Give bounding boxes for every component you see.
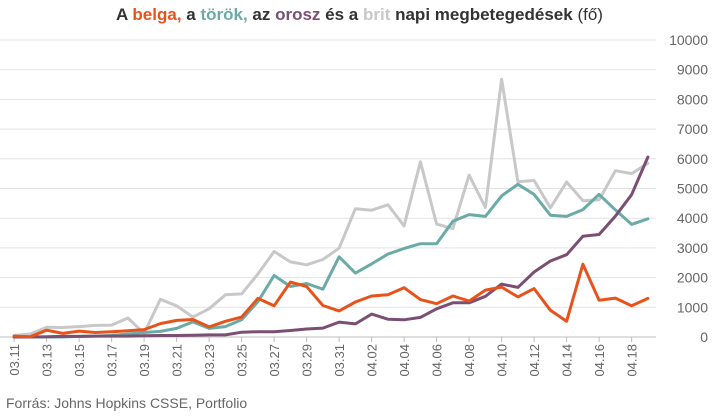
x-tick-label: 04.10: [495, 344, 510, 377]
x-tick-label: 04.16: [592, 344, 607, 377]
title-part: a: [181, 5, 201, 24]
x-tick-label: 04.02: [365, 344, 380, 377]
title-unit: (fő): [577, 5, 603, 24]
x-tick-label: 04.14: [560, 344, 575, 377]
y-tick-label: 8000: [677, 91, 708, 107]
chart-title: A belga, a török, az orosz és a brit nap…: [0, 5, 719, 25]
x-tick-label: 03.15: [72, 344, 87, 377]
x-tick-label: 03.11: [7, 344, 22, 376]
y-tick-label: 7000: [677, 121, 708, 137]
y-tick-label: 4000: [677, 210, 708, 226]
title-part: A: [116, 5, 133, 24]
x-tick-label: 03.21: [170, 344, 185, 377]
x-tick-label: 03.17: [105, 344, 120, 377]
source-note: Forrás: Johns Hopkins CSSE, Portfolio: [6, 395, 248, 411]
x-axis-ticks: 03.11 03.13 03.15 03.17 03.19 03.21 03.23 03.25…: [7, 337, 640, 377]
x-tick-label: 03.29: [300, 344, 315, 377]
series-line-brit: [12, 77, 650, 337]
title-series-brit: brit: [362, 5, 391, 24]
y-tick-label: 0: [700, 329, 708, 345]
grid-lines: [0, 39, 656, 338]
y-tick-label: 6000: [677, 151, 708, 167]
x-tick-label: 04.04: [397, 344, 412, 377]
series-line-belga: [12, 262, 650, 339]
series-line-orosz: [12, 155, 650, 339]
title-series-belga: belga,: [132, 5, 182, 24]
x-tick-label: 03.31: [332, 344, 347, 377]
series-lines: [12, 77, 650, 339]
y-tick-label: 3000: [677, 240, 708, 256]
y-tick-label: 1000: [677, 299, 708, 315]
title-part: napi megbetegedések: [390, 5, 578, 24]
x-tick-label: 03.27: [267, 344, 282, 377]
title-part: az: [247, 5, 276, 24]
y-axis-ticks: 0 1000 2000 3000 4000 5000 6000 7000 8000 9000 100…: [669, 32, 708, 345]
x-tick-label: 03.23: [202, 344, 217, 377]
title-series-orosz: orosz: [275, 5, 321, 24]
x-tick-label: 03.13: [40, 344, 55, 377]
x-tick-label: 03.25: [235, 344, 250, 377]
y-tick-label: 10000: [669, 32, 708, 48]
x-tick-label: 04.12: [527, 344, 542, 377]
x-tick-label: 04.18: [625, 344, 640, 377]
y-tick-label: 5000: [677, 181, 708, 197]
x-tick-label: 04.06: [430, 344, 445, 377]
title-part: és a: [320, 5, 363, 24]
x-tick-label: 04.08: [462, 344, 477, 377]
x-tick-label: 03.19: [137, 344, 152, 377]
y-tick-label: 2000: [677, 270, 708, 286]
y-tick-label: 9000: [677, 62, 708, 78]
title-series-torok: török,: [200, 5, 248, 24]
